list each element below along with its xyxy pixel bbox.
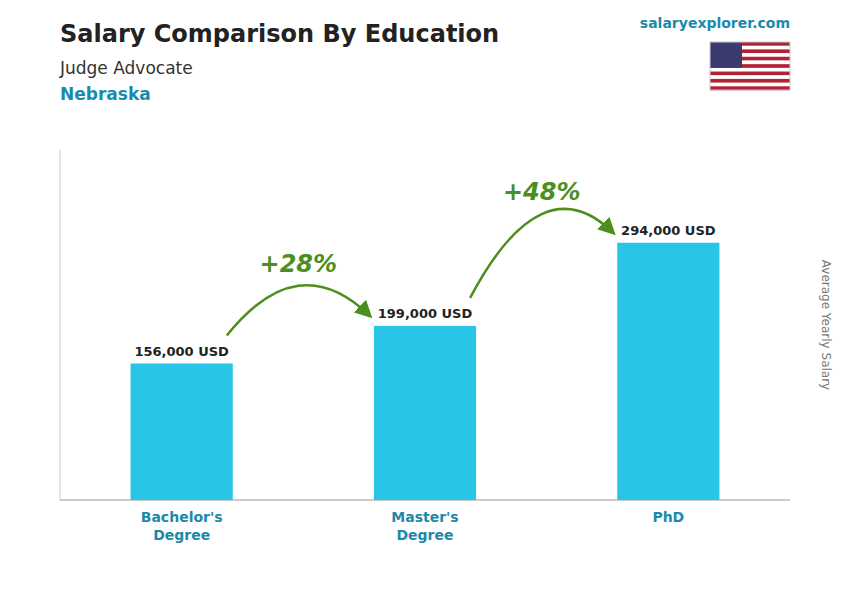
subtitle: Judge Advocate [59, 58, 193, 78]
y-axis-label: Average Yearly Salary [819, 260, 833, 390]
change-label: +28% [260, 250, 338, 278]
flag-stripe [710, 83, 790, 87]
y-axis-line [60, 150, 61, 500]
data-label: 294,000 USD [621, 223, 716, 238]
subtitle: Nebraska [60, 84, 151, 104]
bar [374, 326, 476, 500]
change-label: +48% [503, 178, 581, 206]
site-label: salaryexplorer.com [640, 15, 790, 31]
flag-stripe [710, 72, 790, 76]
bar [617, 243, 719, 500]
flag-stripe [710, 68, 790, 72]
data-label: 156,000 USD [134, 344, 229, 359]
bar [131, 364, 233, 501]
change-arrow [470, 209, 613, 298]
chart-container: Salary Comparison By Education Judge Advo… [0, 0, 850, 606]
data-label: 199,000 USD [378, 306, 473, 321]
change-arrow [227, 285, 370, 335]
x-tick-label: Master'sDegree [391, 509, 458, 543]
flag-stripe [710, 79, 790, 83]
bars [131, 243, 720, 500]
chart: Salary Comparison By Education Judge Advo… [0, 0, 850, 606]
x-tick-label: PhD [652, 509, 684, 525]
flag-canton [710, 42, 742, 68]
flag-border [710, 42, 790, 90]
x-tick-label: Bachelor'sDegree [141, 509, 223, 543]
flag-stripe [710, 75, 790, 79]
title: Salary Comparison By Education [60, 20, 499, 48]
flag [710, 42, 790, 90]
